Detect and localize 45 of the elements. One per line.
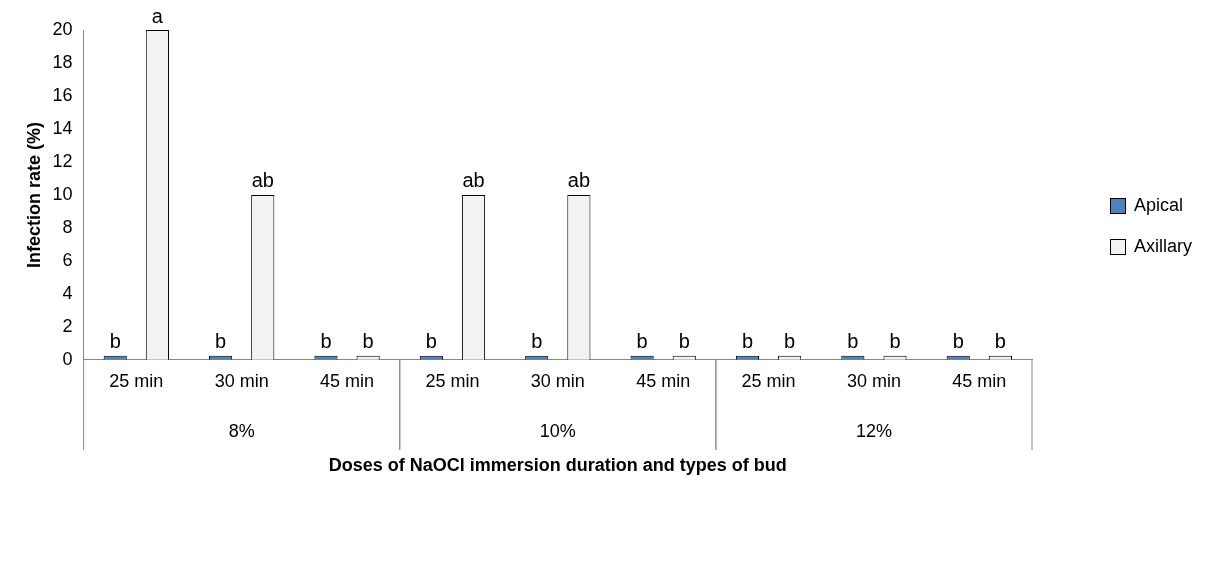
- data-label: b: [741, 330, 754, 353]
- x-tick-label: 45 min: [636, 370, 691, 391]
- data-label: ab: [567, 169, 591, 192]
- text: 8%: [228, 420, 255, 441]
- x-tick-label: 45 min: [952, 370, 1007, 391]
- data-label: b: [320, 330, 332, 353]
- legend-label: Apical: [1133, 195, 1184, 216]
- data-label: b: [678, 330, 690, 353]
- y-tick-label: 14: [52, 117, 73, 138]
- y-tick-label: 8: [62, 216, 73, 237]
- x-axis-title: Doses of NaOCl immersion duration and types of bud: [328, 455, 787, 476]
- y-tick-label: 10: [52, 183, 73, 204]
- data-label: b: [952, 330, 964, 353]
- x-tick-label: 25 min: [425, 370, 480, 391]
- data-label: b: [215, 330, 227, 353]
- data-label: b: [425, 330, 437, 353]
- x-tick-label: 25 min: [741, 370, 796, 391]
- y-tick-label: 2: [62, 315, 73, 336]
- data-label: b: [636, 330, 648, 353]
- y-axis-title: Infection rate (%): [23, 121, 44, 268]
- y-tick-label: 6: [62, 249, 73, 270]
- data-label: a: [151, 4, 164, 27]
- y-tick-label: 12: [52, 150, 73, 171]
- data-label: ab: [251, 169, 274, 192]
- data-label: b: [362, 330, 374, 353]
- data-label: b: [109, 330, 121, 353]
- y-tick-label: 20: [52, 18, 73, 39]
- data-label: b: [531, 330, 543, 353]
- y-tick-label: 0: [62, 348, 73, 369]
- data-label: b: [889, 330, 901, 353]
- x-tick-label: 45 min: [320, 370, 375, 391]
- y-tick-label: 18: [52, 51, 73, 72]
- data-label: b: [847, 330, 859, 353]
- text: 12%: [855, 420, 892, 441]
- x-tick-label: 30 min: [214, 370, 269, 391]
- x-tick-label: 25 min: [109, 370, 164, 391]
- data-label: b: [994, 330, 1006, 353]
- text: Axillary: [1133, 236, 1192, 257]
- x-tick-label: 30 min: [530, 370, 585, 391]
- text: 10%: [539, 420, 576, 441]
- data-label: ab: [462, 169, 485, 192]
- x-tick-label: 30 min: [846, 370, 901, 391]
- y-tick-label: 16: [52, 84, 73, 105]
- y-tick-label: 4: [62, 282, 73, 303]
- data-label: b: [784, 330, 796, 353]
